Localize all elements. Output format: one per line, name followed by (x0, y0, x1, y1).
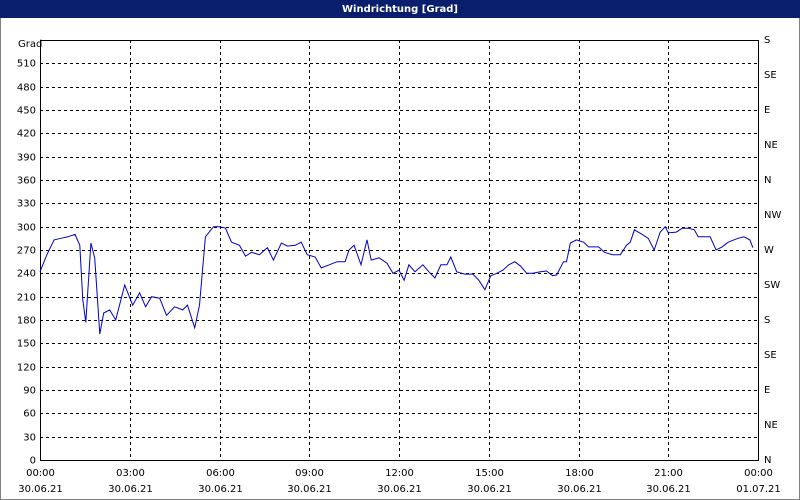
y2-tick-label: S (764, 35, 770, 46)
x-tick-date: 30.06.21 (198, 484, 243, 495)
y-tick-label: 180 (17, 316, 36, 327)
y2-tick-label: NE (764, 140, 778, 151)
y-tick-label: 480 (17, 83, 36, 94)
x-tick-label: 12:00 (385, 468, 414, 479)
y2-tick-label: W (764, 245, 774, 256)
y2-tick-label: E (764, 105, 770, 116)
y-tick-label: 240 (17, 269, 36, 280)
plot-frame (40, 40, 759, 461)
title-bar (0, 0, 800, 18)
x-tick-date: 30.06.21 (108, 484, 153, 495)
chart-title: Windrichtung [Grad] (342, 4, 458, 15)
y-tick-label: 450 (17, 106, 36, 117)
y-tick-label: 150 (17, 339, 36, 350)
y2-tick-label: SE (764, 70, 777, 81)
y-tick-label: 60 (23, 409, 36, 420)
y-axis-label: Grad (18, 39, 42, 50)
y-tick-label: 510 (17, 59, 36, 70)
y-tick-label: 300 (17, 223, 36, 234)
x-tick-label: 21:00 (654, 468, 683, 479)
y2-tick-label: S (764, 315, 770, 326)
x-tick-label: 03:00 (116, 468, 145, 479)
x-tick-label: 06:00 (206, 468, 235, 479)
y2-tick-label: NW (764, 210, 781, 221)
y-tick-label: 360 (17, 176, 36, 187)
y2-tick-label: NE (764, 420, 778, 431)
y-tick-label: 120 (17, 363, 36, 374)
data-line (39, 225, 754, 335)
x-tick-date: 30.06.21 (18, 484, 63, 495)
x-tick-label: 00:00 (26, 468, 55, 479)
y-tick-label: 90 (23, 386, 36, 397)
x-tick-label: 00:00 (744, 468, 773, 479)
y2-tick-label: SW (764, 280, 780, 291)
x-tick-date: 01.07.21 (736, 484, 781, 495)
x-tick-label: 18:00 (565, 468, 594, 479)
y-tick-label: 30 (23, 433, 36, 444)
x-tick-label: 15:00 (475, 468, 504, 479)
y-tick-label: 390 (17, 153, 36, 164)
y-tick-label: 210 (17, 293, 36, 304)
y-tick-label: 0 (30, 456, 36, 467)
x-tick-label: 09:00 (295, 468, 324, 479)
y2-tick-label: E (764, 385, 770, 396)
x-tick-date: 30.06.21 (646, 484, 691, 495)
y-tick-label: 420 (17, 129, 36, 140)
y2-tick-label: N (764, 175, 771, 186)
x-tick-date: 30.06.21 (557, 484, 602, 495)
x-tick-date: 30.06.21 (467, 484, 512, 495)
y2-tick-label: SE (764, 350, 777, 361)
y-tick-label: 330 (17, 199, 36, 210)
x-tick-date: 30.06.21 (287, 484, 332, 495)
y2-tick-label: N (764, 455, 771, 466)
y-tick-label: 270 (17, 246, 36, 257)
x-tick-date: 30.06.21 (377, 484, 422, 495)
